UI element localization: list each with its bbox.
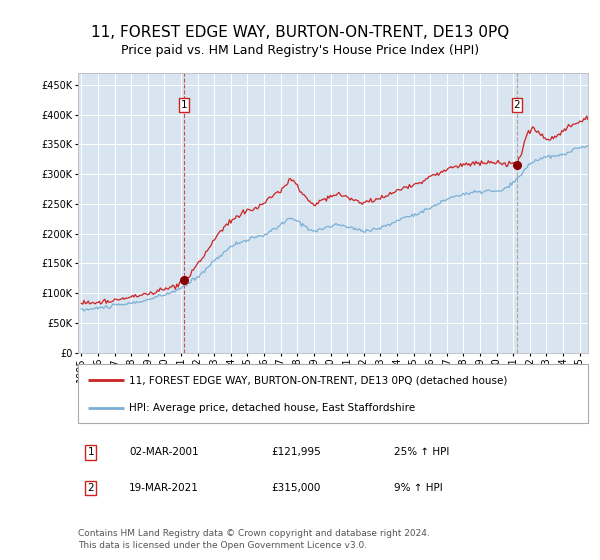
Text: 25% ↑ HPI: 25% ↑ HPI [394,447,449,458]
Text: 1: 1 [181,100,187,110]
Text: Price paid vs. HM Land Registry's House Price Index (HPI): Price paid vs. HM Land Registry's House … [121,44,479,57]
Text: 2: 2 [514,100,520,110]
Text: 1: 1 [88,447,94,458]
Text: HPI: Average price, detached house, East Staffordshire: HPI: Average price, detached house, East… [129,403,415,413]
Text: 19-MAR-2021: 19-MAR-2021 [129,483,199,493]
Text: 02-MAR-2001: 02-MAR-2001 [129,447,199,458]
Text: £315,000: £315,000 [272,483,321,493]
Text: 2: 2 [88,483,94,493]
FancyBboxPatch shape [78,364,588,423]
Text: 11, FOREST EDGE WAY, BURTON-ON-TRENT, DE13 0PQ (detached house): 11, FOREST EDGE WAY, BURTON-ON-TRENT, DE… [129,375,508,385]
Text: 9% ↑ HPI: 9% ↑ HPI [394,483,443,493]
Text: £121,995: £121,995 [272,447,322,458]
Text: Contains HM Land Registry data © Crown copyright and database right 2024.
This d: Contains HM Land Registry data © Crown c… [78,529,430,550]
Text: 11, FOREST EDGE WAY, BURTON-ON-TRENT, DE13 0PQ: 11, FOREST EDGE WAY, BURTON-ON-TRENT, DE… [91,25,509,40]
